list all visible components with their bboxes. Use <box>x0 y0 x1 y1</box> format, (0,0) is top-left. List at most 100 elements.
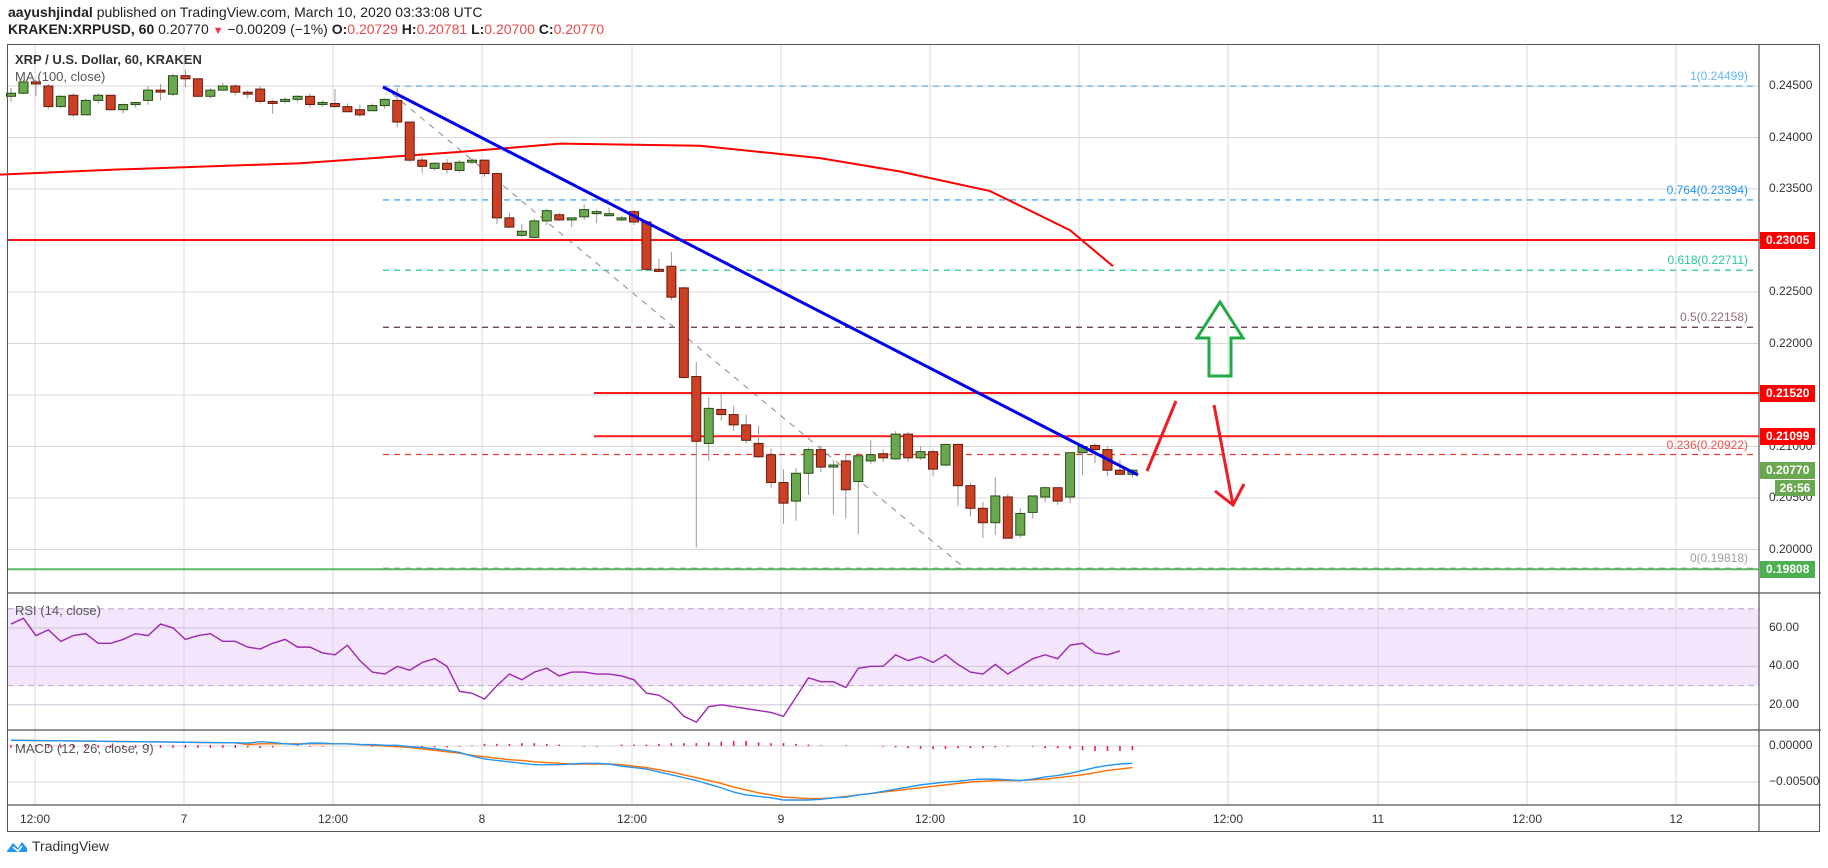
candle-down <box>305 95 316 106</box>
price-level-tag: 0.21520 <box>1760 384 1815 402</box>
candle-down <box>965 485 976 509</box>
time-axis-label: 11 <box>1371 812 1385 826</box>
candle-up <box>80 99 91 116</box>
candle-down <box>1052 487 1063 502</box>
candle-down <box>155 89 166 93</box>
price-level-tag: 0.20770 <box>1760 462 1815 480</box>
rsi-axis-label: 40.00 <box>1769 658 1800 673</box>
candle-up <box>6 92 16 97</box>
candle-up <box>467 159 478 163</box>
ma100-line <box>0 142 1114 268</box>
price-level-tag: 0.19808 <box>1760 561 1815 579</box>
candle-up <box>516 230 527 236</box>
candle-up <box>429 162 440 169</box>
candle-down <box>678 287 689 378</box>
price-axis-label: 0.22000 <box>1769 335 1813 350</box>
candle-down <box>479 159 490 175</box>
candle-up <box>566 217 577 221</box>
candle-down <box>928 451 939 470</box>
ma-legend[interactable]: MA (100, close) <box>15 69 106 84</box>
candle-up <box>1040 487 1051 498</box>
low-value: 0.20700 <box>484 21 535 37</box>
candle-down <box>653 268 664 272</box>
red-down-arrow-icon <box>1212 404 1235 506</box>
candle-up <box>367 105 378 112</box>
author-name[interactable]: aayushjindal <box>8 4 93 20</box>
candle-down <box>504 217 515 228</box>
rsi-line <box>10 617 1121 723</box>
candle-up <box>703 407 714 444</box>
candle-up <box>55 95 66 108</box>
price-axis-label: 0.23500 <box>1769 181 1813 195</box>
time-axis-label: 12 <box>1669 812 1683 826</box>
candle-down <box>192 78 203 97</box>
candle-up <box>1027 495 1038 513</box>
red-bounce-line <box>1145 400 1178 472</box>
candle-down <box>404 121 415 161</box>
candle-down <box>716 408 727 416</box>
fib-level-label: 0.764(0.23394) <box>1666 182 1748 197</box>
high-value: 0.20781 <box>416 21 468 37</box>
price-change: −0.00209 (−1%) <box>227 21 328 37</box>
candle-down <box>815 449 826 468</box>
candle-down <box>267 100 278 104</box>
symbol-info: KRAKEN:XRPUSD, 60 0.20770 ▼ −0.00209 (−1… <box>8 21 604 37</box>
rsi-axis-label: 20.00 <box>1769 696 1800 711</box>
fib-level-label: 1(0.24499) <box>1689 69 1748 84</box>
red-down-arrow-head-icon <box>1214 483 1246 508</box>
last-price: 0.20770 <box>158 21 209 37</box>
macd-axis-label: 0.00000 <box>1769 738 1813 752</box>
symbol-label: KRAKEN:XRPUSD, 60 <box>8 21 155 37</box>
candle-down <box>741 424 752 441</box>
fib-level-label: 0.236(0.20922) <box>1666 437 1748 452</box>
candle-up <box>865 454 876 462</box>
price-level-tag: 0.23005 <box>1760 231 1815 249</box>
low-label: L: <box>471 21 485 37</box>
candle-up <box>18 81 29 94</box>
close-label: C: <box>538 21 554 37</box>
candle-down <box>1114 469 1125 475</box>
green-up-arrow-icon <box>1194 299 1246 378</box>
candle-down <box>255 88 266 102</box>
time-axis-label: 12:00 <box>1511 812 1543 826</box>
price-axis-label: 0.22500 <box>1769 284 1813 298</box>
candle-up <box>1015 512 1026 536</box>
candle-up <box>454 161 465 171</box>
candle-up <box>890 433 901 460</box>
chart-frame <box>7 44 1820 832</box>
high-label: H: <box>401 21 417 37</box>
down-triangle-icon: ▼ <box>212 25 224 37</box>
candle-up <box>292 95 303 100</box>
bar-countdown: 26:56 <box>1775 480 1815 497</box>
candle-up <box>616 217 627 221</box>
candle-up <box>280 98 291 102</box>
candle-down <box>230 85 241 93</box>
tradingview-cloud-icon <box>7 842 27 853</box>
publish-info: aayushjindal published on TradingView.co… <box>8 4 482 20</box>
candle-down <box>766 454 777 484</box>
candle-down <box>977 507 988 524</box>
macd-legend[interactable]: MACD (12, 26, close, 9) <box>15 741 154 756</box>
candle-up <box>591 211 602 215</box>
candle-down <box>1002 496 1013 539</box>
time-axis-label: 12:00 <box>616 812 648 826</box>
candle-up <box>853 455 864 483</box>
descending-trendline <box>382 85 1139 477</box>
candle-down <box>952 443 963 487</box>
fib-level-label: 0.618(0.22711) <box>1667 253 1748 268</box>
rsi-legend[interactable]: RSI (14, close) <box>15 603 101 618</box>
candle-up <box>205 89 216 97</box>
candle-up <box>118 104 129 111</box>
candle-up <box>579 209 590 218</box>
candle-up <box>317 101 328 105</box>
candle-up <box>541 210 552 222</box>
candle-down <box>392 99 403 123</box>
candle-down <box>30 81 41 85</box>
tradingview-logo: TradingView <box>6 838 109 854</box>
price-axis-label: 0.20000 <box>1769 541 1813 556</box>
candle-down <box>554 214 565 221</box>
candle-up <box>828 464 839 468</box>
candle-up <box>915 451 926 459</box>
candle-down <box>491 173 502 219</box>
